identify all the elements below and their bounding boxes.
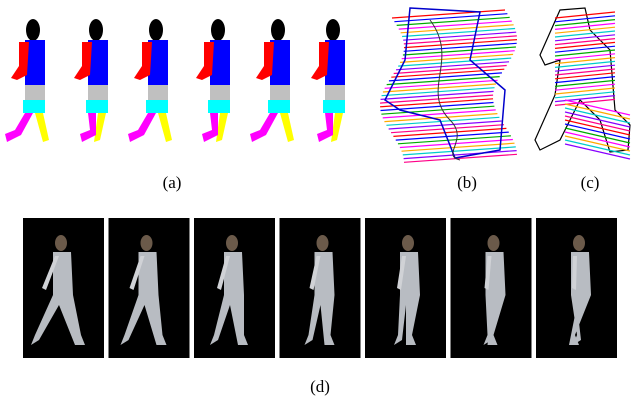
leg-far: [202, 113, 218, 142]
correspondence-line: [403, 47, 516, 55]
correspondence-line: [565, 136, 630, 151]
correspondence-line: [565, 120, 630, 135]
thigh: [268, 100, 290, 113]
thigh: [146, 100, 168, 113]
head: [89, 19, 103, 41]
correspondence-line: [389, 121, 502, 129]
leg-near: [280, 113, 294, 142]
correspondence-line: [565, 112, 630, 127]
thigh: [23, 100, 45, 113]
thigh: [208, 100, 230, 113]
panel-label: (c): [581, 173, 600, 192]
panel-label: (d): [310, 377, 330, 396]
correspondence-line: [565, 124, 630, 139]
correspondence-line: [402, 29, 515, 37]
arm: [11, 42, 29, 80]
correspondence-line: [404, 154, 517, 162]
correspondence-line: [380, 95, 493, 103]
correspondence-line: [565, 100, 630, 115]
correspondence-line: [565, 140, 630, 155]
correspondence-line: [393, 128, 506, 136]
arm: [196, 42, 214, 80]
panel-label: (a): [163, 173, 182, 192]
hip: [210, 85, 230, 100]
figure: (a) (b) (c) (d): [0, 0, 639, 404]
correspondence-line: [383, 110, 496, 118]
leg-far: [317, 113, 333, 142]
head: [149, 19, 163, 41]
correspondence-line: [399, 21, 512, 29]
correspondence-line: [565, 128, 630, 143]
hip: [148, 85, 168, 100]
correspondence-line: [404, 43, 517, 51]
correspondence-line: [403, 32, 516, 40]
correspondence-line: [396, 62, 509, 70]
silhouettes: [5, 19, 345, 142]
person-head: [226, 235, 238, 251]
thigh: [86, 100, 108, 113]
arm: [134, 42, 152, 80]
correspondence-line: [385, 80, 498, 88]
panel-label: (b): [457, 173, 477, 192]
correspondence-line: [387, 77, 500, 85]
correspondence-line: [396, 132, 509, 140]
leg-far: [128, 113, 156, 142]
person-head: [402, 235, 414, 251]
head: [211, 19, 225, 41]
person-head: [141, 235, 153, 251]
hip: [325, 85, 345, 100]
correspondence-line: [397, 17, 510, 25]
correspondence-line: [404, 36, 517, 44]
correspondence-line: [394, 14, 507, 22]
correspondence-line: [380, 103, 493, 111]
hip: [88, 85, 108, 100]
arm: [74, 42, 92, 80]
correspondence-line: [381, 106, 494, 114]
hip: [25, 85, 45, 100]
correspondence-line: [381, 91, 494, 99]
correspondence-line: [386, 117, 499, 125]
head: [271, 19, 285, 41]
video-frames: [23, 218, 617, 358]
correspondence-line: [565, 132, 630, 147]
arm: [256, 42, 274, 80]
correspondence-line: [398, 58, 511, 66]
correspondence-line: [404, 40, 517, 48]
page: (a) (b) (c) (d) (() => { const data = JS…: [0, 0, 639, 404]
leg-near: [158, 113, 172, 142]
correspondence-c: [535, 8, 630, 159]
leg-far: [80, 113, 96, 142]
correspondence-line: [565, 144, 630, 159]
leg-far: [5, 113, 33, 142]
person-head: [573, 235, 585, 251]
person-head: [317, 235, 329, 251]
person-head: [488, 235, 500, 251]
correspondence-line: [394, 66, 507, 74]
leg-far: [250, 113, 278, 142]
correspondence-line: [400, 54, 513, 62]
correspondence-line: [398, 136, 511, 144]
correspondence-line: [391, 125, 504, 133]
correspondence-line: [380, 99, 493, 107]
correspondence-line: [402, 51, 515, 59]
head: [26, 19, 40, 41]
correspondence-line: [389, 73, 502, 81]
hip: [270, 85, 290, 100]
correspondence-line: [401, 25, 514, 33]
person-head: [55, 235, 67, 251]
arm: [311, 42, 329, 80]
head: [326, 19, 340, 41]
correspondence-line: [383, 84, 496, 92]
correspondence-line: [391, 69, 504, 77]
correspondence-b: [380, 8, 517, 162]
thigh: [323, 100, 345, 113]
leg-near: [35, 113, 49, 142]
